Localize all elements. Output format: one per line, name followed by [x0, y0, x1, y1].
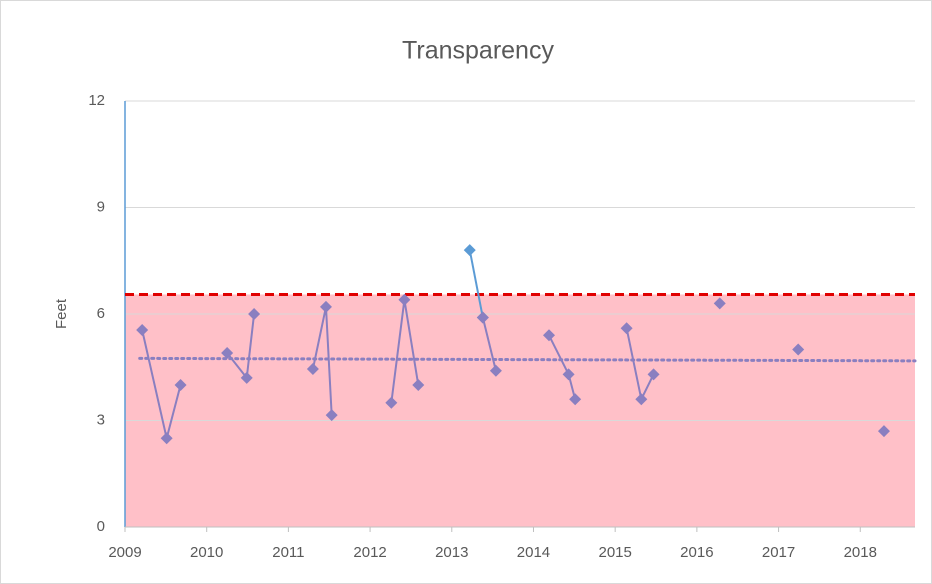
y-tick-label: 0: [97, 518, 105, 535]
data-point: [713, 297, 726, 310]
data-point: [543, 329, 556, 342]
data-point: [562, 368, 575, 381]
chart-title: Transparency: [402, 37, 554, 65]
data-point: [325, 409, 338, 422]
data-point: [398, 293, 411, 306]
trend-line: [138, 356, 917, 363]
data-point: [569, 393, 582, 406]
x-tick-label: 2018: [844, 544, 877, 561]
data-point: [240, 371, 253, 384]
data-point: [877, 425, 890, 438]
data-point: [221, 347, 234, 360]
data-point: [412, 379, 425, 391]
y-tick-label: 9: [97, 198, 105, 215]
data-point: [792, 343, 805, 356]
data-point: [160, 432, 173, 445]
x-tick-label: 2014: [517, 544, 550, 561]
x-tick-label: 2016: [680, 544, 713, 561]
x-tick-label: 2013: [435, 544, 468, 561]
data-point: [476, 311, 489, 324]
data-point: [463, 244, 476, 257]
y-axis-label: Feet: [53, 298, 70, 329]
y-tick-label: 12: [88, 92, 105, 109]
data-point: [306, 363, 319, 376]
data-point: [635, 393, 648, 406]
series-line: [481, 317, 497, 372]
series-line: [468, 249, 484, 318]
x-tick-label: 2010: [190, 544, 223, 561]
data-point: [489, 364, 502, 377]
threshold-area: [125, 294, 915, 527]
data-point: [319, 300, 332, 313]
y-tick-label: 3: [97, 411, 105, 428]
x-tick-label: 2009: [108, 544, 141, 561]
data-point: [136, 323, 149, 336]
y-tick-label: 6: [97, 305, 105, 322]
data-point: [248, 308, 261, 320]
data-point: [647, 368, 660, 381]
x-tick-label: 2017: [762, 544, 795, 561]
x-tick-label: 2015: [598, 544, 631, 561]
x-tick-label: 2012: [353, 544, 386, 561]
data-point: [385, 396, 398, 409]
x-tick-label: 2011: [272, 544, 304, 561]
data-point: [620, 322, 633, 335]
data-point: [174, 379, 187, 391]
